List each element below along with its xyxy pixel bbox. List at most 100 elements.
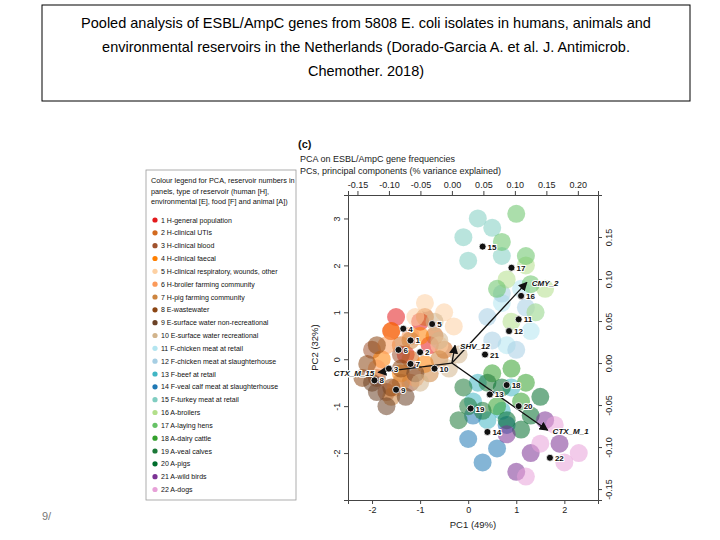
- tick-mark: [598, 363, 602, 364]
- axis-line: [344, 196, 349, 501]
- legend-label: 7 H-pig farming community: [161, 294, 245, 302]
- centroid-label: 20: [524, 402, 533, 411]
- legend-swatch: [152, 346, 157, 351]
- tick-label: -0.10: [604, 437, 614, 458]
- loading-label: CMY_2: [532, 279, 559, 288]
- centroid-marker: [515, 316, 522, 323]
- tick-label: 1: [514, 505, 519, 515]
- legend-entry: 9 E-surface water non-recreational: [152, 319, 268, 326]
- tick-mark: [578, 191, 579, 195]
- legend-entry: 20 A-pigs: [152, 460, 190, 468]
- tick-mark: [452, 191, 453, 195]
- title-frame: [42, 5, 690, 101]
- y2-axis: -0.15-0.10-0.050.000.050.100.15: [598, 196, 614, 501]
- cloud-point: [522, 322, 540, 340]
- cloud-point: [459, 252, 477, 270]
- legend-label: 5 H-clinical respiratory, wounds, other: [161, 268, 278, 276]
- tick-mark: [344, 406, 348, 407]
- legend-label: 2 H-clinical UTIs: [161, 229, 212, 236]
- tick-label: 0.20: [570, 180, 588, 190]
- tick: 0: [332, 357, 348, 362]
- centroid-marker: [395, 346, 402, 353]
- cloud-point: [507, 205, 525, 223]
- centroid-marker: [503, 382, 510, 389]
- legend-entry: 21 A-wild birds: [152, 473, 207, 480]
- tick-label: -0.05: [411, 180, 432, 190]
- legend-entry: 18 A-dairy cattle: [152, 435, 211, 443]
- series-cloud: [406, 294, 462, 354]
- legend-entry: 4 H-clinical faecal: [152, 255, 216, 262]
- centroid-label: 2: [425, 348, 430, 357]
- tick-mark: [598, 405, 602, 406]
- tick-label: -1: [332, 403, 342, 411]
- cloud-point: [416, 294, 434, 312]
- centroid-label: 1: [416, 336, 421, 345]
- cloud-point: [454, 228, 472, 246]
- centroid-label: 7: [416, 360, 421, 369]
- tick: -0.05: [411, 180, 432, 195]
- tick-label: -2: [332, 450, 342, 458]
- centroid-label: 15: [488, 243, 497, 252]
- tick-mark: [598, 237, 602, 238]
- tick: 0.00: [598, 355, 614, 373]
- tick: -0.10: [379, 180, 400, 195]
- y-axis-title: PC2 (32%): [309, 324, 320, 370]
- cloud-point: [488, 280, 506, 298]
- cloud-point: [445, 317, 463, 335]
- centroid-marker: [407, 360, 414, 367]
- tick: -0.15: [598, 479, 614, 500]
- y-axis: -2-10123: [332, 196, 349, 501]
- legend-title: Colour legend for PCA, reservoir numbers…: [151, 176, 295, 185]
- tick: -0.05: [598, 395, 614, 416]
- legend-entry: 1 H-general population: [152, 217, 232, 225]
- tick: 3: [332, 216, 348, 221]
- title-line: Pooled analysis of ESBL/AmpC genes from …: [81, 15, 651, 31]
- centroid-label: 6: [403, 346, 408, 355]
- tick-label: -0.15: [604, 479, 614, 500]
- tick-mark: [420, 191, 421, 195]
- tick: 0.15: [538, 180, 556, 195]
- tick-mark: [598, 279, 602, 280]
- centroid-label: 22: [555, 454, 564, 463]
- legend-entry: 6 H-broiler farming community: [152, 281, 255, 289]
- legend-label: 1 H-general population: [161, 217, 232, 225]
- legend-label: 18 A-dairy cattle: [161, 435, 211, 443]
- cloud-point: [469, 209, 487, 227]
- cloud-point: [531, 435, 549, 453]
- centroid-label: 4: [408, 325, 413, 334]
- tick-label: -2: [369, 505, 377, 515]
- panel-label: (c): [298, 138, 312, 150]
- legend-entry: 16 A-broilers: [152, 409, 200, 416]
- legend-label: 12 F-chicken meat at slaughterhouse: [161, 358, 276, 366]
- centroid-marker: [407, 337, 414, 344]
- legend-entry: 13 F-beef at retail: [152, 371, 216, 378]
- centroid-label: 10: [440, 365, 449, 374]
- title-line: Chemother. 2018): [308, 63, 424, 79]
- centroid-marker: [546, 454, 553, 461]
- series-cloud: [450, 374, 497, 430]
- legend-label: 20 A-pigs: [161, 460, 191, 468]
- centroid-marker: [417, 349, 424, 356]
- cloud-point: [474, 453, 492, 471]
- centroid-marker: [400, 325, 407, 332]
- centroid-marker: [518, 292, 525, 299]
- cloud-point: [531, 388, 549, 406]
- legend-entry: 2 H-clinical UTIs: [152, 229, 212, 236]
- axis-line: [349, 191, 599, 196]
- legend-entry: 14 F-veal calf meat at slaughterhouse: [152, 383, 278, 391]
- centroid-label: 17: [516, 264, 525, 273]
- tick-mark: [598, 447, 602, 448]
- centroid-marker: [431, 365, 438, 372]
- legend-label: 9 E-surface water non-recreational: [161, 319, 269, 326]
- tick-label: -0.05: [604, 395, 614, 416]
- tick: -1: [417, 500, 425, 515]
- tick-mark: [344, 359, 348, 360]
- tick-mark: [546, 191, 547, 195]
- centroid-labels: 12345678910111213141516171819202122: [379, 243, 564, 463]
- tick-mark: [357, 191, 358, 195]
- tick-label: 0: [466, 505, 471, 515]
- x-axis: -2-1012: [349, 500, 599, 515]
- cloud-point: [430, 331, 448, 349]
- tick-mark: [564, 500, 565, 504]
- series-cloud: [493, 378, 549, 438]
